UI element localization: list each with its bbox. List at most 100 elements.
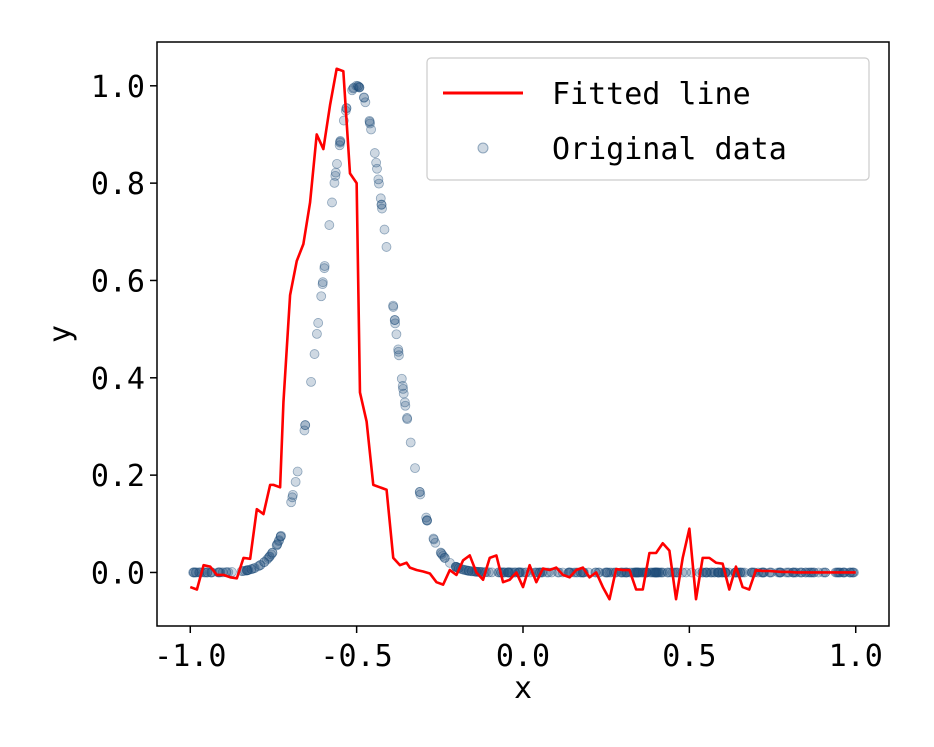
scatter-point	[389, 315, 400, 325]
scatter-point	[352, 81, 363, 92]
scatter-point	[421, 515, 432, 525]
scatter-point	[351, 80, 362, 91]
scatter-point	[299, 425, 310, 436]
scatter-point	[253, 561, 264, 572]
scatter-point	[400, 400, 411, 411]
scatter-point	[319, 263, 330, 274]
scatter-point	[504, 567, 515, 578]
scatter-point	[246, 564, 257, 575]
scatter-point	[242, 565, 253, 576]
scatter-point	[436, 548, 447, 559]
scatter-point	[656, 567, 666, 578]
legend-fitted-line-label: Fitted line	[552, 77, 751, 112]
scatter-point	[652, 567, 663, 578]
scatter-point	[316, 291, 327, 302]
scatter-point	[372, 163, 382, 174]
scatter-point	[373, 174, 384, 185]
scatter-point	[267, 547, 278, 558]
scatter-point	[376, 199, 387, 210]
scatter-point	[439, 552, 450, 563]
scatter-point	[398, 383, 409, 394]
scatter-point	[190, 567, 201, 578]
scatter-point	[347, 85, 358, 96]
scatter-point	[273, 536, 284, 547]
scatter-point	[654, 567, 665, 578]
scatter-point	[713, 567, 724, 578]
y-tick-label: 0.8	[91, 167, 145, 202]
scatter-point	[758, 567, 769, 578]
scatter-point	[286, 497, 297, 508]
scatter-point	[422, 515, 432, 526]
scatter-point	[713, 567, 724, 578]
scatter-point	[332, 158, 342, 169]
scatter-point	[348, 82, 359, 93]
scatter-point	[287, 489, 298, 500]
scatter-point	[292, 466, 303, 477]
scatter-point	[651, 567, 662, 578]
scatter-point	[381, 242, 392, 252]
scatter-point	[348, 83, 359, 94]
scatter-point	[309, 349, 320, 359]
scatter-point	[329, 177, 340, 188]
scatter-point	[300, 420, 311, 430]
scatter-point	[360, 97, 371, 108]
scatter-point	[276, 530, 286, 541]
scatter-point	[486, 567, 497, 578]
scatter-point	[371, 157, 382, 168]
scatter-point	[438, 550, 449, 561]
scatter-point	[706, 567, 717, 578]
scatter-point	[389, 315, 400, 325]
scatter-point	[271, 540, 282, 551]
scatter-point	[354, 82, 364, 92]
scatter-point	[633, 567, 644, 578]
scatter-point	[272, 539, 283, 549]
scatter-point	[364, 117, 375, 127]
scatter-point	[650, 567, 661, 578]
scatter-point	[377, 203, 387, 214]
x-axis-label: x	[514, 671, 532, 706]
scatter-point	[649, 567, 660, 578]
scatter-point	[503, 567, 514, 578]
legend-original-data-label: Original data	[552, 132, 787, 167]
scatter-point	[421, 512, 432, 523]
scatter-point	[290, 476, 301, 487]
y-axis-ticks: 0.0 0.2 0.4 0.6 0.8 1.0	[91, 70, 157, 591]
scatter-point	[317, 277, 328, 288]
scatter-point	[656, 567, 667, 578]
scatter-point	[701, 567, 712, 578]
scatter-point	[241, 565, 252, 576]
scatter-point	[739, 567, 750, 578]
scatter-point	[374, 178, 384, 189]
scatter-point	[263, 553, 274, 563]
scatter-point	[463, 565, 474, 576]
scatter-point	[503, 567, 514, 578]
scatter-point	[388, 300, 399, 311]
scatter-point	[464, 565, 475, 576]
scatter-point	[259, 557, 270, 568]
scatter-point	[712, 567, 723, 578]
scatter-point	[634, 567, 644, 578]
scatter-point	[189, 567, 199, 578]
scatter-point	[705, 567, 715, 578]
scatter-point	[650, 567, 660, 578]
scatter-point	[394, 350, 404, 361]
scatter-point	[375, 193, 386, 204]
scatter-point	[402, 414, 413, 425]
scatter-point	[701, 567, 712, 578]
scatter-point	[702, 567, 713, 578]
scatter-point	[422, 515, 432, 526]
y-tick-label: 0.4	[91, 362, 145, 397]
scatter-point	[632, 567, 643, 578]
scatter-point	[461, 565, 472, 576]
scatter-point	[312, 328, 322, 339]
scatter-point	[242, 565, 253, 576]
scatter-point	[709, 567, 720, 578]
scatter-point	[335, 136, 346, 146]
scatter-point	[330, 170, 341, 181]
scatter-point	[287, 492, 298, 503]
scatter-point	[266, 549, 277, 560]
scatter-point	[354, 82, 365, 93]
scatter-point	[267, 547, 278, 558]
scatter-point	[262, 554, 272, 565]
scatter-point	[650, 567, 661, 578]
